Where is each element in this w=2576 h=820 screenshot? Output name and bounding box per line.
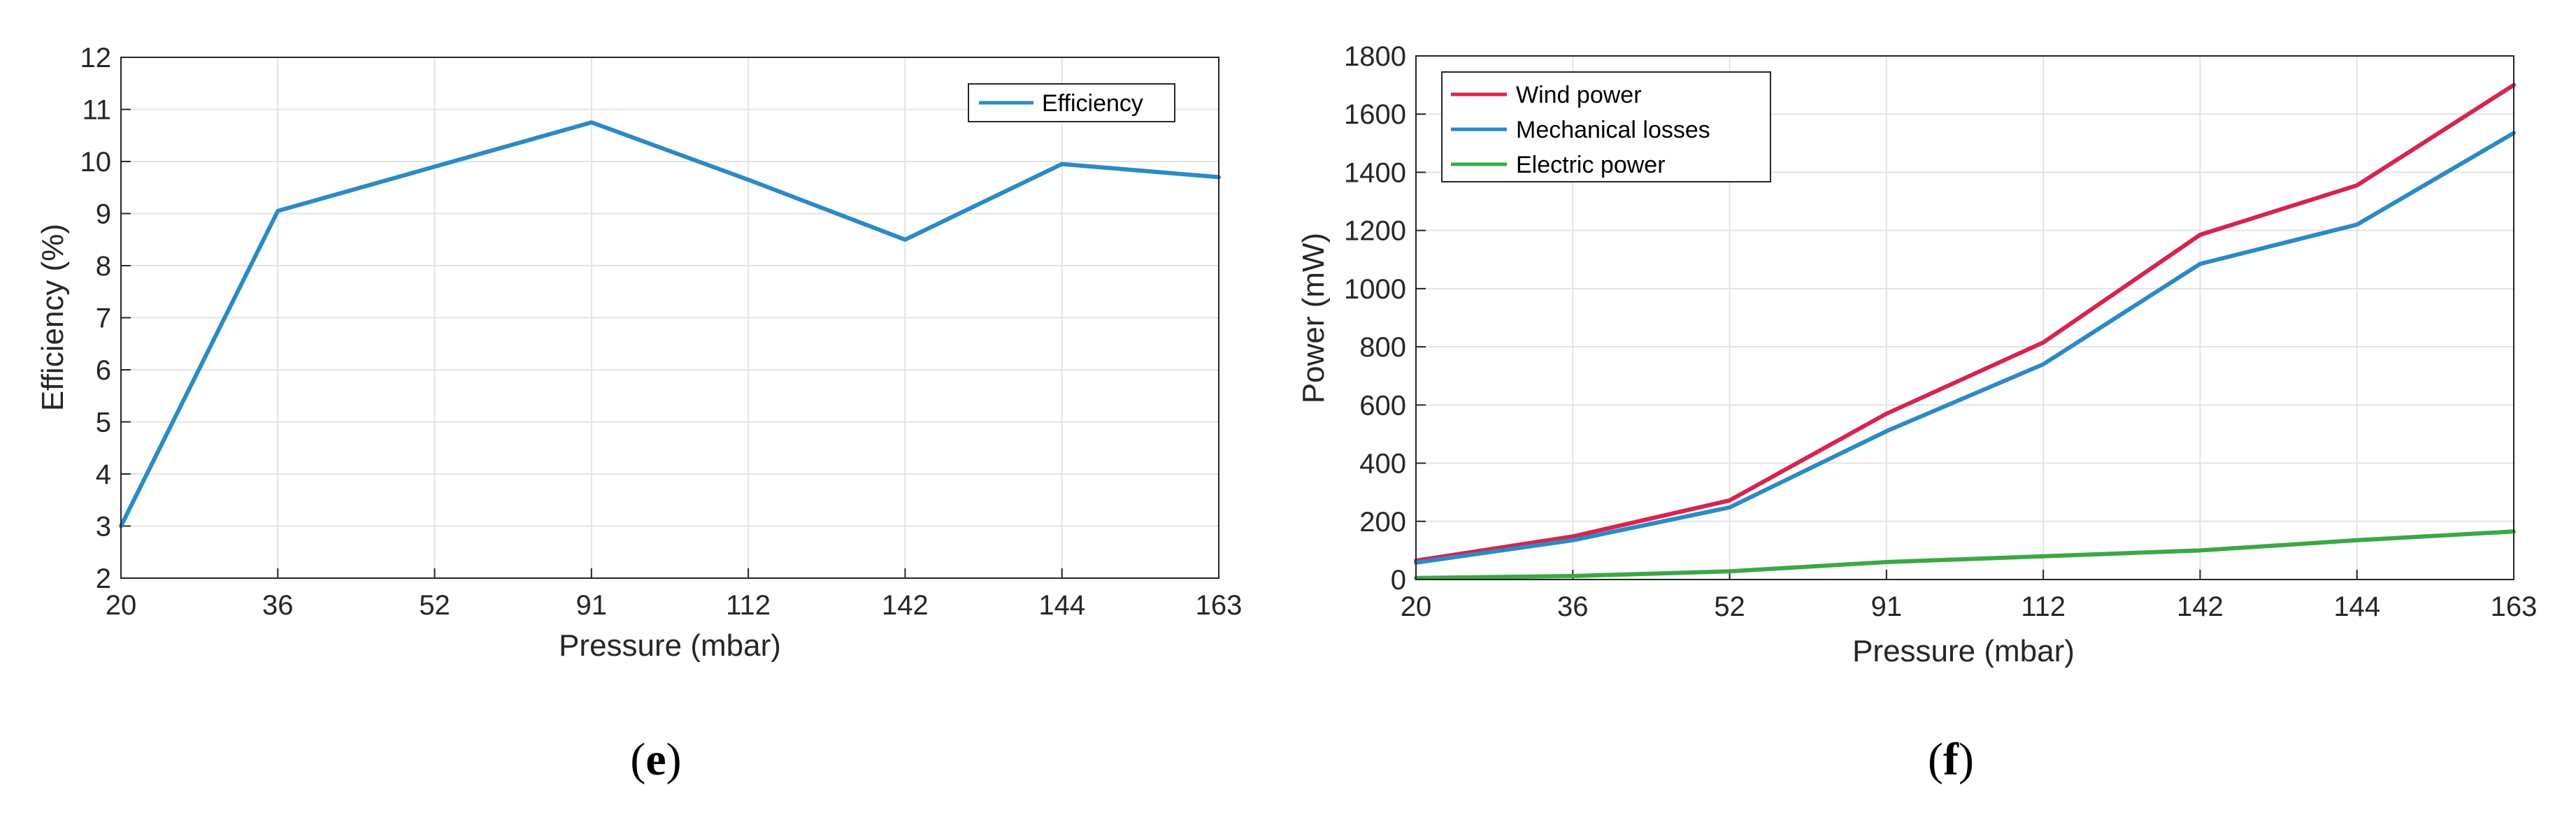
y-axis-label: Efficiency (%) — [36, 224, 70, 411]
x-tick-label-7: 163 — [1196, 590, 1243, 621]
x-tick-label-6: 144 — [1038, 590, 1085, 621]
y-tick-label-4: 4 — [96, 459, 111, 490]
y-tick-label-11: 11 — [82, 95, 111, 126]
y-tick-label-600: 600 — [1359, 390, 1406, 421]
x-tick-label-3: 91 — [1871, 591, 1903, 622]
x-tick-label-5: 142 — [2177, 591, 2224, 622]
y-tick-label-400: 400 — [1359, 449, 1406, 480]
y-tick-label-5: 5 — [96, 408, 111, 438]
x-tick-label-4: 112 — [726, 590, 771, 621]
y-tick-label-1600: 1600 — [1344, 99, 1406, 130]
y-axis-label: Power (mW) — [1296, 233, 1331, 403]
x-tick-label-0: 20 — [106, 590, 137, 621]
x-tick-label-4: 112 — [2021, 591, 2066, 622]
x-tick-labels: 20 36 52 91 112 142 144 163 — [106, 590, 1243, 621]
y-tick-label-7: 7 — [96, 303, 111, 334]
y-tick-label-1400: 1400 — [1344, 157, 1406, 188]
series-lines — [1414, 82, 2516, 580]
legend: Wind power Mechanical losses Electric po… — [1441, 71, 1771, 182]
y-tick-label-10: 10 — [80, 147, 112, 178]
y-tick-label-200: 200 — [1359, 507, 1406, 538]
panel-f-power-chart: 0 200 400 600 800 1000 1200 1400 1600 1800 20 36 52… — [1296, 41, 2537, 785]
x-tick-label-5: 142 — [882, 590, 929, 621]
x-tick-labels: 20 36 52 91 112 142 144 163 — [1401, 591, 2538, 622]
legend-label-electric-power: Electric power — [1516, 152, 1666, 178]
y-tick-label-800: 800 — [1359, 332, 1406, 363]
x-tick-label-0: 20 — [1401, 591, 1432, 622]
legend-label-mechanical-losses: Mechanical losses — [1516, 117, 1710, 143]
y-tick-label-1000: 1000 — [1344, 274, 1406, 305]
y-tick-labels: 2 3 4 5 6 7 8 9 10 11 12 — [80, 43, 112, 594]
x-tick-label-1: 36 — [1557, 591, 1589, 622]
y-tick-label-6: 6 — [96, 355, 111, 386]
x-tick-label-3: 91 — [576, 590, 608, 621]
y-tick-label-1200: 1200 — [1344, 216, 1406, 247]
x-tick-label-7: 163 — [2491, 591, 2538, 622]
series-line-efficiency — [119, 120, 1221, 528]
series-lines — [119, 120, 1221, 528]
legend-label-wind-power: Wind power — [1516, 82, 1642, 108]
series-line-wind-power — [1414, 82, 2516, 563]
y-tick-label-2: 2 — [96, 563, 111, 594]
y-tick-label-9: 9 — [96, 199, 111, 230]
y-tick-label-12: 12 — [80, 43, 112, 73]
panel-caption-e: (e) — [630, 734, 681, 785]
y-tick-label-8: 8 — [96, 251, 111, 282]
series-line-mechanical-losses — [1414, 131, 2516, 565]
plot-area-frame — [1415, 55, 2514, 580]
panel-e-efficiency-chart: 2 3 4 5 6 7 8 9 10 11 12 20 36 52 91 112 142 144 163 Pres… — [36, 43, 1242, 785]
x-tick-label-1: 36 — [262, 590, 294, 621]
y-tick-label-0: 0 — [1391, 565, 1406, 596]
x-tick-label-2: 52 — [419, 590, 450, 621]
y-tick-label-3: 3 — [96, 512, 111, 542]
x-tick-label-6: 144 — [2333, 591, 2380, 622]
x-axis-label: Pressure (mbar) — [1852, 634, 2075, 668]
plot-area-frame — [120, 57, 1219, 579]
x-axis-label: Pressure (mbar) — [559, 628, 781, 663]
legend: Efficiency — [968, 83, 1175, 122]
x-tick-label-2: 52 — [1714, 591, 1745, 622]
y-tick-labels: 0 200 400 600 800 1000 1200 1400 1600 1800 — [1344, 41, 1406, 596]
series-line-electric-power — [1414, 529, 2516, 580]
y-tick-label-1800: 1800 — [1344, 41, 1406, 72]
panel-caption-f: (f) — [1928, 734, 1974, 785]
legend-label-efficiency: Efficiency — [1042, 90, 1143, 117]
